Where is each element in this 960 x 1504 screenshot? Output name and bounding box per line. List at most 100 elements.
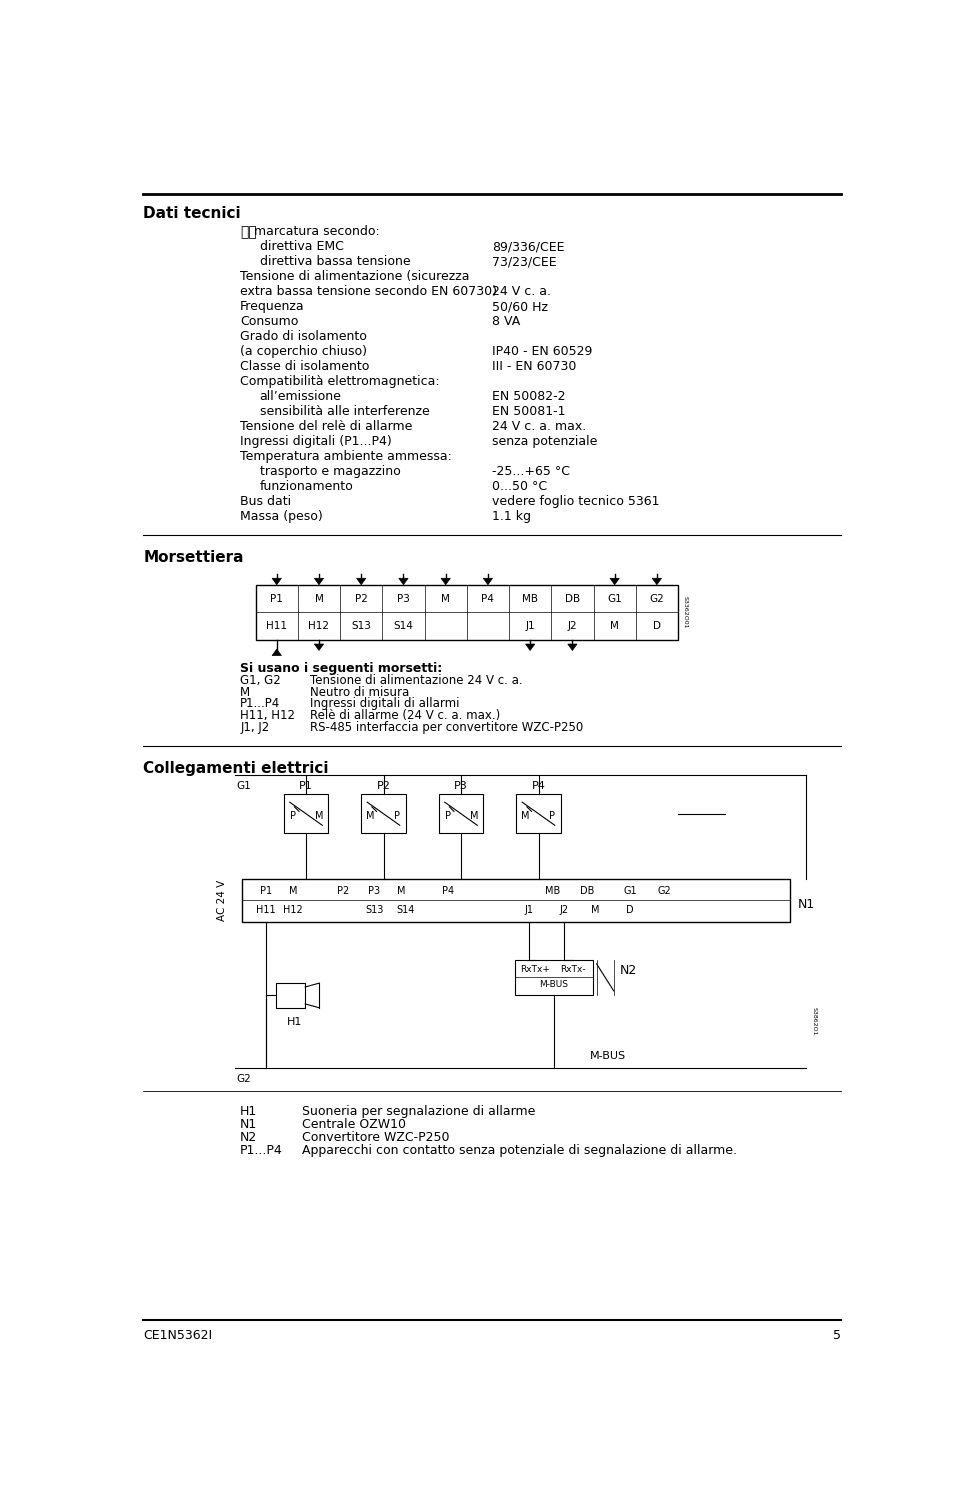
Text: H1: H1 xyxy=(240,1105,257,1117)
Text: 1.1 kg: 1.1 kg xyxy=(492,510,531,523)
Text: CE1N5362I: CE1N5362I xyxy=(143,1330,212,1343)
Bar xyxy=(516,960,592,994)
Text: N1: N1 xyxy=(798,898,815,911)
Text: (a coperchio chiuso): (a coperchio chiuso) xyxy=(240,346,367,358)
Text: P1...P4: P1...P4 xyxy=(240,698,280,710)
Text: D: D xyxy=(653,621,660,632)
Text: RxTx+: RxTx+ xyxy=(519,964,549,973)
Polygon shape xyxy=(314,644,324,651)
Text: Bus dati: Bus dati xyxy=(240,495,291,508)
Text: Temperatura ambiente ammessa:: Temperatura ambiente ammessa: xyxy=(240,450,452,463)
Text: M: M xyxy=(521,811,530,821)
Text: S13: S13 xyxy=(365,905,383,914)
Text: Centrale OZW10: Centrale OZW10 xyxy=(302,1117,406,1131)
Text: M: M xyxy=(366,811,374,821)
Text: -25...+65 °C: -25...+65 °C xyxy=(492,465,570,478)
Polygon shape xyxy=(398,578,408,585)
Text: Ingressi digitali di allarmi: Ingressi digitali di allarmi xyxy=(310,698,460,710)
Text: AC 24 V: AC 24 V xyxy=(217,880,227,920)
Text: Collegamenti elettrici: Collegamenti elettrici xyxy=(143,761,328,776)
Text: Neutro di misura: Neutro di misura xyxy=(310,686,409,699)
Text: Relè di allarme (24 V c. a. max.): Relè di allarme (24 V c. a. max.) xyxy=(310,708,500,722)
Text: P4: P4 xyxy=(482,594,494,603)
Text: P: P xyxy=(290,811,296,821)
Text: J2: J2 xyxy=(560,905,568,914)
Text: Convertitore WZC-P250: Convertitore WZC-P250 xyxy=(302,1131,449,1145)
Text: G2: G2 xyxy=(650,594,664,603)
Text: direttiva EMC: direttiva EMC xyxy=(259,241,344,253)
Text: P4: P4 xyxy=(442,886,454,896)
Bar xyxy=(361,794,406,833)
Text: sensibilità alle interferenze: sensibilità alle interferenze xyxy=(259,405,429,418)
Text: P2: P2 xyxy=(355,594,368,603)
Text: EN 50081-1: EN 50081-1 xyxy=(492,405,565,418)
Text: M: M xyxy=(397,886,405,896)
Text: senza potenziale: senza potenziale xyxy=(492,435,597,448)
Text: J1, J2: J1, J2 xyxy=(240,720,270,734)
Text: N1: N1 xyxy=(240,1117,257,1131)
Text: G1: G1 xyxy=(608,594,622,603)
Text: IP40 - EN 60529: IP40 - EN 60529 xyxy=(492,346,592,358)
Text: M: M xyxy=(315,594,324,603)
Text: M: M xyxy=(611,621,619,632)
Polygon shape xyxy=(272,650,281,656)
Text: H11, H12: H11, H12 xyxy=(240,708,295,722)
Text: III - EN 60730: III - EN 60730 xyxy=(492,361,576,373)
Text: P2: P2 xyxy=(376,781,391,791)
Text: DB: DB xyxy=(580,886,594,896)
Text: 0...50 °C: 0...50 °C xyxy=(492,480,547,493)
Polygon shape xyxy=(525,644,535,651)
Text: RxTx-: RxTx- xyxy=(561,964,587,973)
Polygon shape xyxy=(314,578,324,585)
Text: H12: H12 xyxy=(283,905,302,914)
Text: J1: J1 xyxy=(525,905,534,914)
Text: P1: P1 xyxy=(259,886,272,896)
Bar xyxy=(243,880,790,922)
Text: Morsettiera: Morsettiera xyxy=(143,550,244,566)
Text: G1: G1 xyxy=(623,886,636,896)
Text: S13: S13 xyxy=(351,621,372,632)
Text: M: M xyxy=(442,594,450,603)
Text: G2: G2 xyxy=(658,886,672,896)
Text: P1: P1 xyxy=(271,594,283,603)
Text: MB: MB xyxy=(545,886,560,896)
Text: P4: P4 xyxy=(532,781,545,791)
Text: 89/336/CEE: 89/336/CEE xyxy=(492,241,564,253)
Text: 5: 5 xyxy=(832,1330,841,1343)
Polygon shape xyxy=(272,578,281,585)
Text: RS-485 interfaccia per convertitore WZC-P250: RS-485 interfaccia per convertitore WZC-… xyxy=(310,720,583,734)
Text: N2: N2 xyxy=(620,964,637,978)
Text: D: D xyxy=(626,905,634,914)
Text: funzionamento: funzionamento xyxy=(259,480,353,493)
Text: M: M xyxy=(315,811,324,821)
Text: P: P xyxy=(394,811,399,821)
Text: H12: H12 xyxy=(308,621,329,632)
Text: P3: P3 xyxy=(397,594,410,603)
Text: marcatura secondo:: marcatura secondo: xyxy=(254,226,380,238)
Text: P3: P3 xyxy=(454,781,468,791)
Text: H11: H11 xyxy=(266,621,287,632)
Text: Classe di isolamento: Classe di isolamento xyxy=(240,361,370,373)
Bar xyxy=(516,794,561,833)
Text: MB: MB xyxy=(522,594,539,603)
Text: M: M xyxy=(470,811,478,821)
Text: Dati tecnici: Dati tecnici xyxy=(143,206,241,221)
Text: Apparecchi con contatto senza potenziale di segnalazione di allarme.: Apparecchi con contatto senza potenziale… xyxy=(302,1145,737,1157)
Text: H1: H1 xyxy=(287,1017,302,1027)
Text: S3862O1: S3862O1 xyxy=(812,1008,817,1036)
Text: P3: P3 xyxy=(368,886,380,896)
Text: P: P xyxy=(549,811,555,821)
Text: Tensione del relè di allarme: Tensione del relè di allarme xyxy=(240,420,413,433)
Text: 8 VA: 8 VA xyxy=(492,316,520,328)
Text: Suoneria per segnalazione di allarme: Suoneria per segnalazione di allarme xyxy=(302,1105,536,1117)
Text: S3362O01: S3362O01 xyxy=(683,596,687,629)
Polygon shape xyxy=(652,578,661,585)
Polygon shape xyxy=(441,578,450,585)
Text: H11: H11 xyxy=(256,905,276,914)
Text: P2: P2 xyxy=(337,886,349,896)
Text: Si usano i seguenti morsetti:: Si usano i seguenti morsetti: xyxy=(240,662,443,675)
Text: S14: S14 xyxy=(394,621,414,632)
Text: Massa (peso): Massa (peso) xyxy=(240,510,323,523)
Text: Compatibilità elettromagnetica:: Compatibilità elettromagnetica: xyxy=(240,376,440,388)
Bar xyxy=(255,585,678,641)
